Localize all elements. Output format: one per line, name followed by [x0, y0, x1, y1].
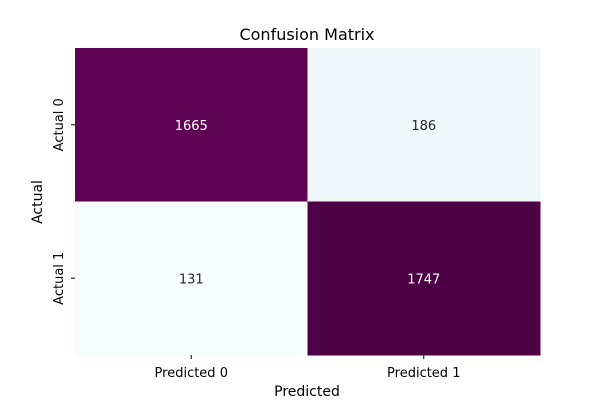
y-axis-label: Actual: [30, 180, 46, 224]
x-tick-label: Predicted 0: [155, 366, 228, 381]
cell-value-labels: 1665 186 131 1747: [175, 119, 441, 288]
y-tick-label: Actual 1: [52, 252, 67, 305]
y-tick-label: Actual 0: [52, 98, 67, 151]
heatmap-cell-r1-c1: [307, 201, 541, 356]
cell-value-r0-c1: 186: [411, 119, 436, 134]
x-tick-label: Predicted 1: [387, 366, 460, 381]
x-axis-ticks: Predicted 0 Predicted 1: [155, 355, 460, 381]
heatmap-cell-r1-c0: [75, 201, 308, 356]
y-axis-ticks: Actual 0 Actual 1: [52, 98, 75, 305]
x-axis-label: Predicted: [274, 384, 340, 400]
heatmap-cell-r0-c0: [75, 48, 308, 202]
chart-title: Confusion Matrix: [239, 25, 374, 44]
heatmap-cells: [75, 48, 541, 356]
cell-value-r1-c0: 131: [179, 272, 204, 287]
heatmap-cell-r0-c1: [307, 48, 541, 202]
cell-value-r1-c1: 1747: [407, 272, 440, 287]
cell-value-r0-c0: 1665: [175, 119, 208, 134]
